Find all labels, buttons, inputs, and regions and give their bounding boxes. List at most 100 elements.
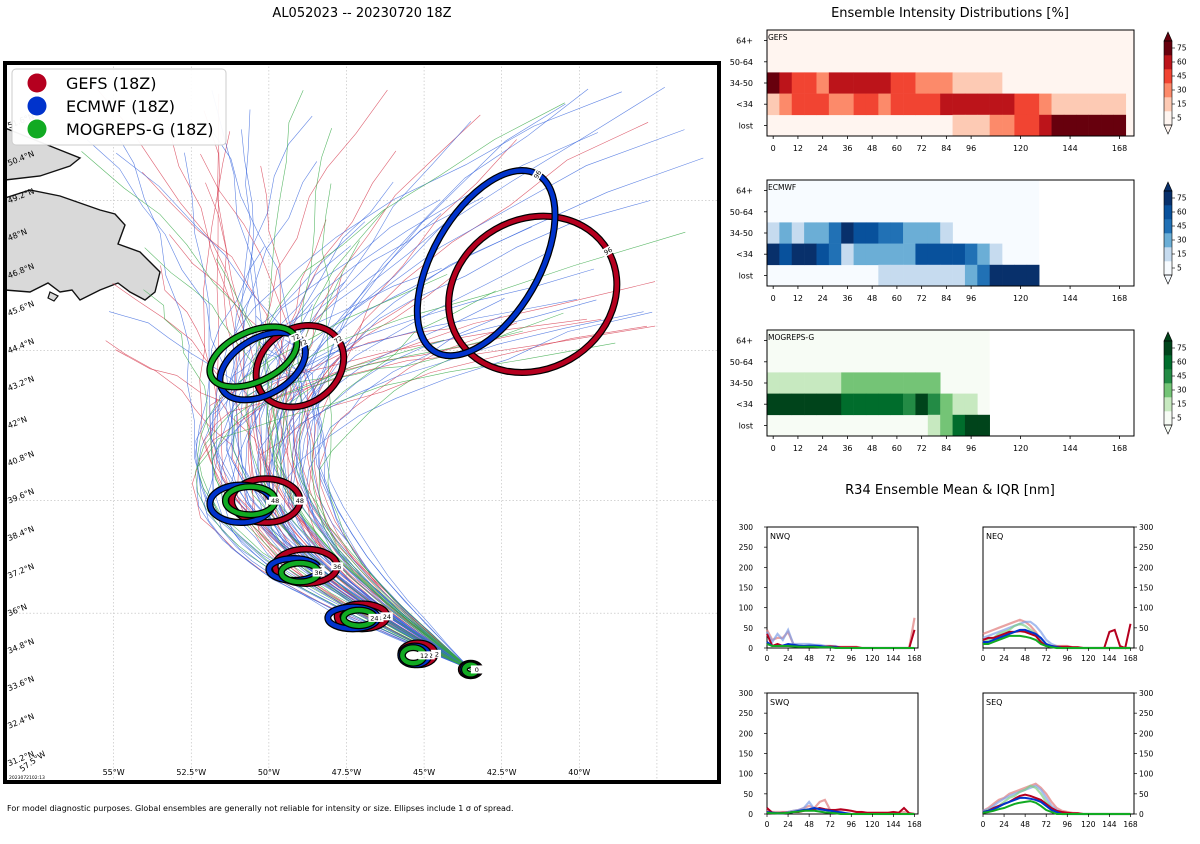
- r34-y-tick-label: 100: [1139, 770, 1154, 779]
- ellipse-label-bg: [428, 649, 441, 658]
- heatmap-cell: [865, 93, 879, 116]
- ellipse-hour-label: 96: [532, 169, 543, 180]
- ecmwf-track: [210, 345, 471, 670]
- heatmap-x-tick-label: 84: [941, 294, 951, 303]
- r34-y-tick-label: 100: [739, 770, 754, 779]
- colorbar-mogreps-g: 5 15 30 45 60 75: [1163, 331, 1187, 435]
- ellipse-hour-label: 72: [290, 332, 301, 343]
- heatmap-x-tick-label: 36: [842, 444, 852, 453]
- colorbar-frame: [1163, 40, 1173, 126]
- colorbar-tick-label: 5: [1177, 264, 1182, 273]
- heatmap-cell: [804, 93, 817, 116]
- ecmwf-track: [225, 299, 578, 670]
- r34-y-tick-label: 100: [1139, 604, 1154, 613]
- mogreps-r34-line: [982, 800, 1131, 815]
- heatmap-cell: [903, 372, 916, 394]
- heatmap-cell: [865, 222, 879, 244]
- heatmap-cell: [964, 264, 978, 287]
- heatmap-row-label: 50-64: [730, 208, 753, 217]
- heatmap-x-tick-label: 36: [842, 144, 852, 153]
- heatmap-row-label: 34-50: [730, 379, 753, 388]
- heatmap-cell: [890, 243, 904, 266]
- heatmap-cell: [828, 72, 842, 94]
- r34-y-tick-label: 0: [748, 810, 753, 819]
- colorbar-segment: [1164, 247, 1172, 262]
- heatmap-cell: [1113, 93, 1127, 116]
- heatmap-cell: [915, 243, 929, 266]
- colorbar-frame: [1163, 190, 1173, 276]
- ellipse-label-bg: [418, 651, 431, 660]
- heatmap-cell: [878, 264, 892, 287]
- r34-x-tick-label: 24: [783, 654, 793, 663]
- heatmap-cell: [779, 372, 793, 394]
- colorbar-tick-label: 45: [1177, 72, 1187, 81]
- timestamp: 2023072102:13: [9, 775, 45, 781]
- r34-x-tick-label: 72: [1041, 654, 1051, 663]
- heatmap-cell: [1002, 93, 1015, 116]
- colorbar-tick-label: 15: [1177, 250, 1187, 259]
- r34-x-tick-label: 72: [1041, 820, 1051, 829]
- heatmap-cell: [989, 72, 1003, 94]
- colorbar-tick-label: 60: [1177, 358, 1187, 367]
- heatmap-cell: [841, 93, 854, 116]
- colorbar-segment: [1164, 261, 1172, 276]
- mogreps-track: [311, 290, 496, 670]
- colorbar-tick-label: 60: [1177, 208, 1187, 217]
- r34-x-tick-label: 24: [999, 820, 1009, 829]
- ecmwf-track: [299, 299, 597, 670]
- heatmap-cell: [1101, 114, 1114, 137]
- heatmap-cell: [853, 222, 867, 244]
- ellipse-hour-label: 72: [333, 334, 344, 345]
- colorbar-segment: [1164, 233, 1172, 248]
- heatmap-cell: [903, 93, 916, 116]
- heatmap-cell: [964, 393, 978, 416]
- r34-x-tick-label: 144: [886, 654, 901, 663]
- ecmwf-track: [306, 315, 502, 670]
- heatmap-cell: [1088, 93, 1102, 116]
- heatmap-x-tick-label: 24: [818, 444, 828, 453]
- r34-x-tick-label: 120: [1081, 654, 1096, 663]
- heatmap-x-tick-label: 144: [1062, 294, 1077, 303]
- gefs-track: [105, 340, 471, 670]
- heatmap-title: Ensemble Intensity Distributions [%]: [831, 6, 1069, 21]
- heatmap-cell: [964, 414, 978, 437]
- r34-y-tick-label: 200: [1139, 729, 1154, 738]
- mogreps-r34-line: [766, 643, 915, 649]
- heatmap-cell: [964, 114, 978, 137]
- mogreps-track: [245, 102, 565, 670]
- r34-y-tick-label: 250: [739, 543, 754, 552]
- colorbar-tick-label: 5: [1177, 114, 1182, 123]
- heatmap-x-tick-label: 144: [1062, 144, 1077, 153]
- r34-y-tick-label: 150: [739, 750, 754, 759]
- heatmap-row-label: <34: [736, 400, 753, 409]
- lon-tick-label: 47.5°W: [332, 768, 362, 777]
- lon-tick-label: 42.5°W: [487, 768, 517, 777]
- colorbar-extend-max: [1163, 331, 1173, 342]
- heatmap-x-tick-label: 168: [1112, 144, 1127, 153]
- heatmap-cell: [767, 243, 780, 266]
- lon-tick-label: 45°W: [413, 768, 435, 777]
- r34-y-tick-label: 200: [1139, 563, 1154, 572]
- heatmap-cell: [989, 93, 1003, 116]
- ellipse-label-bg: [530, 167, 544, 182]
- mogreps-track: [81, 151, 471, 670]
- heatmap-cell: [767, 393, 780, 416]
- heatmap-cell: [952, 114, 966, 137]
- gefs-track: [96, 88, 471, 670]
- r34-x-tick-label: 96: [847, 654, 857, 663]
- colorbar-tick-label: 15: [1177, 400, 1187, 409]
- ellipse-label-bg: [330, 332, 346, 347]
- heatmap-x-tick-label: 72: [917, 144, 927, 153]
- heatmap-x-tick-label: 24: [818, 294, 828, 303]
- r34-y-tick-label: 150: [1139, 750, 1154, 759]
- heatmap-cell: [940, 414, 953, 437]
- map-frame: [3, 61, 721, 784]
- legend-label: ECMWF (18Z): [66, 97, 175, 116]
- heatmap-cell: [964, 243, 978, 266]
- heatmap-cell: [977, 114, 990, 137]
- heatmap-x-tick-label: 120: [1013, 294, 1028, 303]
- heatmap-x-tick-label: 72: [917, 294, 927, 303]
- heatmap-row-label: lost: [739, 421, 753, 430]
- ecmwf-track: [221, 196, 484, 670]
